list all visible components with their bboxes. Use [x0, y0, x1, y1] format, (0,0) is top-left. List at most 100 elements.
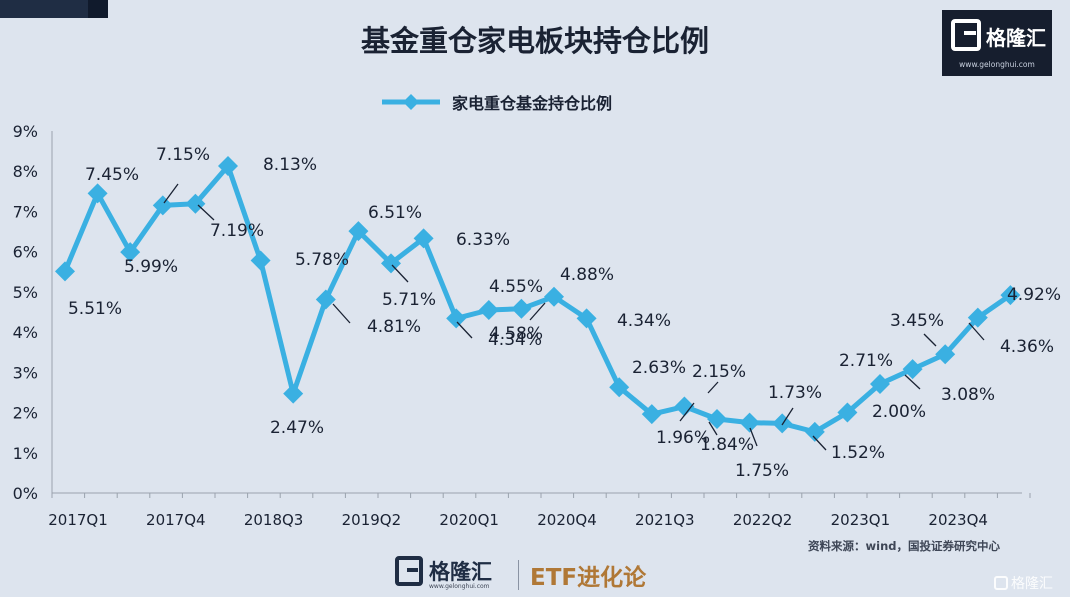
- data-label: 3.08%: [941, 385, 995, 405]
- data-point: [870, 373, 890, 394]
- data-label: 2.15%: [692, 362, 746, 382]
- x-tick-label: 2022Q2: [733, 511, 793, 529]
- legend-label: 家电重仓基金持仓比例: [452, 94, 612, 113]
- data-point: [707, 408, 727, 429]
- leader-line: [749, 427, 758, 447]
- legend: 家电重仓基金持仓比例: [382, 94, 612, 113]
- data-label: 4.92%: [1007, 285, 1061, 305]
- data-point: [772, 413, 793, 434]
- data-point: [348, 221, 369, 242]
- data-point: [218, 155, 238, 176]
- data-label: 1.75%: [735, 461, 789, 481]
- data-label: 8.13%: [263, 155, 317, 175]
- data-label: 1.52%: [831, 443, 885, 463]
- corner-tab: [0, 0, 108, 18]
- footer-divider: [518, 560, 519, 590]
- corner-tab-accent: [88, 0, 108, 18]
- g-logo-bar: [964, 31, 976, 35]
- data-point: [250, 250, 271, 271]
- y-tick-label: 5%: [13, 283, 38, 302]
- leader-line: [529, 302, 546, 321]
- leader-line: [708, 421, 718, 436]
- data-point: [641, 404, 662, 425]
- logo-url: www.gelonghui.com: [959, 60, 1035, 69]
- x-tick-label: 2017Q1: [48, 511, 108, 529]
- watermark-logo-icon: [994, 576, 1008, 590]
- data-label: 6.33%: [456, 230, 510, 250]
- footer-tagline: ETF进化论: [530, 565, 647, 591]
- data-label: 1.84%: [700, 435, 754, 455]
- leader-line: [707, 381, 719, 394]
- watermark-text: 格隆汇: [1011, 576, 1053, 592]
- data-label: 4.88%: [560, 265, 614, 285]
- data-label: 5.99%: [124, 257, 178, 277]
- data-point: [446, 308, 467, 329]
- x-tick-label: 2020Q4: [537, 511, 597, 529]
- data-point: [55, 261, 75, 282]
- logo-name: 格隆汇: [986, 26, 1046, 50]
- leader-line: [197, 204, 215, 221]
- data-labels: 5.51% 7.45% 5.99% 7.15% 7.19% 8.13% 5.78% 2.47%…: [68, 145, 1061, 481]
- data-point: [544, 286, 564, 307]
- x-tick-label: 2018Q3: [244, 511, 304, 529]
- watermark: 格隆汇: [994, 573, 1053, 593]
- leader-line: [781, 407, 794, 426]
- series-line: [62, 163, 1012, 435]
- leader-line: [332, 303, 351, 324]
- data-point: [1000, 285, 1021, 306]
- data-label: 4.81%: [367, 317, 421, 337]
- y-tick-label: 6%: [13, 243, 38, 262]
- footer-g-logo-icon: [395, 556, 423, 586]
- leader-line: [456, 321, 473, 339]
- x-tick-label: 2019Q2: [342, 511, 402, 529]
- data-label: 4.36%: [1000, 337, 1054, 357]
- y-tick-label: 0%: [13, 484, 38, 503]
- x-tick-label: 2021Q3: [635, 511, 695, 529]
- data-label: 1.96%: [656, 428, 710, 448]
- chart-title: 基金重仓家电板块持仓比例: [360, 24, 709, 58]
- leader-line: [923, 333, 937, 347]
- data-label: 5.71%: [382, 290, 436, 310]
- data-label: 5.78%: [295, 250, 349, 270]
- data-point: [413, 228, 434, 249]
- leader-line: [812, 435, 827, 451]
- x-tick-label: 2023Q1: [831, 511, 891, 529]
- footer-logo-name: 格隆汇: [429, 560, 492, 584]
- data-point: [283, 383, 304, 404]
- data-label: 2.63%: [632, 358, 686, 378]
- x-axis-ticks: 2017Q1 2017Q4 2018Q3 2019Q2 2020Q1 2020Q4 2021…: [48, 493, 1031, 529]
- data-label: 7.15%: [156, 145, 210, 165]
- data-point: [609, 377, 630, 398]
- data-point: [185, 193, 206, 214]
- data-label: 4.34%: [488, 330, 542, 350]
- data-label: 6.51%: [368, 203, 422, 223]
- data-label: 2.47%: [270, 418, 324, 438]
- data-point: [837, 402, 858, 423]
- data-point: [87, 183, 108, 204]
- legend-marker: [403, 94, 419, 110]
- data-label: 7.19%: [210, 221, 264, 241]
- data-point: [739, 412, 760, 433]
- data-label: 4.34%: [617, 311, 671, 331]
- footer-logo: 格隆汇 www.gelonghui.com: [395, 555, 513, 593]
- leader-line: [968, 322, 985, 341]
- gelonghui-logo: 格隆汇 www.gelonghui.com: [942, 10, 1052, 76]
- x-tick-label: 2023Q4: [928, 511, 988, 529]
- data-point: [576, 308, 597, 329]
- data-point: [967, 307, 988, 328]
- data-point: [902, 359, 923, 380]
- y-tick-label: 2%: [13, 404, 38, 423]
- data-point: [511, 298, 532, 319]
- x-tick-label: 2020Q1: [439, 511, 499, 529]
- data-label: 3.45%: [890, 311, 944, 331]
- data-point: [120, 242, 141, 263]
- data-point: [478, 299, 499, 320]
- g-logo-icon: [951, 19, 981, 51]
- leader-line: [679, 402, 695, 422]
- y-tick-label: 3%: [13, 363, 38, 382]
- y-tick-label: 9%: [13, 122, 38, 141]
- data-label: 1.73%: [768, 383, 822, 403]
- x-tick-label: 2017Q4: [146, 511, 206, 529]
